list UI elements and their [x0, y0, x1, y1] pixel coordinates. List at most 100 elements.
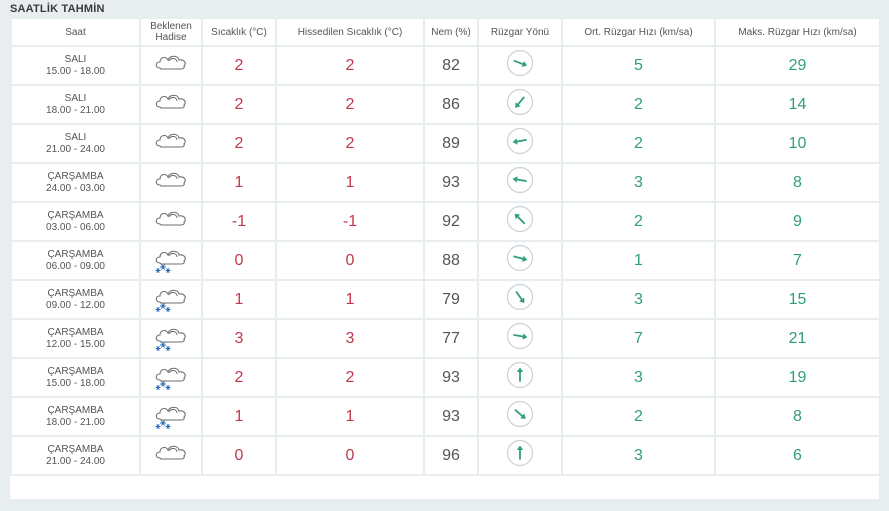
header-event: Beklenen Hadise — [139, 17, 203, 47]
header-wind-direction: Rüzgar Yönü — [477, 17, 563, 47]
temperature-cell: -1 — [201, 201, 277, 242]
max-wind-cell: 9 — [714, 201, 881, 242]
time-range: 15.00 - 18.00 — [46, 65, 105, 77]
max-wind-cell: 21 — [714, 318, 881, 359]
wind-direction-arrow-icon — [506, 361, 534, 389]
feels-like-cell: 2 — [275, 357, 425, 398]
avg-wind-cell: 2 — [561, 123, 716, 164]
snow-icon — [155, 328, 186, 351]
time-cell: ÇARŞAMBA 18.00 - 21.00 — [10, 396, 141, 437]
day-label: ÇARŞAMBA — [47, 209, 104, 221]
time-cell: SALI 15.00 - 18.00 — [10, 45, 141, 86]
temperature-cell: 1 — [201, 279, 277, 320]
humidity-cell: 89 — [423, 123, 479, 164]
wind-direction-arrow-icon — [506, 283, 534, 311]
avg-wind-cell: 1 — [561, 240, 716, 281]
wind-direction-cell — [477, 435, 563, 476]
table-row: ÇARŞAMBA 12.00 - 15.00 3 3 77 — [10, 318, 881, 359]
feels-like-cell: 0 — [275, 435, 425, 476]
wind-direction-cell — [477, 318, 563, 359]
humidity-cell: 96 — [423, 435, 479, 476]
max-wind-cell: 8 — [714, 396, 881, 437]
avg-wind-cell: 3 — [561, 279, 716, 320]
table-header-row: Saat Beklenen Hadise Sıcaklık (°C) Hisse… — [10, 17, 881, 47]
avg-wind-cell: 2 — [561, 84, 716, 125]
humidity-cell: 86 — [423, 84, 479, 125]
humidity-cell: 93 — [423, 162, 479, 203]
wind-direction-cell — [477, 240, 563, 281]
temperature-cell: 3 — [201, 318, 277, 359]
table-row: ÇARŞAMBA 21.00 - 24.00 0 0 96 3 6 — [10, 435, 881, 476]
event-cell — [139, 435, 203, 476]
humidity-cell: 88 — [423, 240, 479, 281]
wind-direction-cell — [477, 84, 563, 125]
max-wind-cell: 14 — [714, 84, 881, 125]
humidity-cell: 82 — [423, 45, 479, 86]
event-cell — [139, 396, 203, 437]
wind-direction-cell — [477, 396, 563, 437]
table-row: SALI 15.00 - 18.00 2 2 82 5 29 — [10, 45, 881, 86]
wind-direction-cell — [477, 123, 563, 164]
humidity-cell: 79 — [423, 279, 479, 320]
wind-direction-arrow-icon — [506, 322, 534, 350]
event-cell — [139, 162, 203, 203]
day-label: ÇARŞAMBA — [47, 287, 104, 299]
time-cell: SALI 21.00 - 24.00 — [10, 123, 141, 164]
cloudy-icon — [155, 211, 186, 226]
wind-direction-arrow-icon — [506, 205, 534, 233]
time-range: 09.00 - 12.00 — [46, 299, 105, 311]
max-wind-cell: 29 — [714, 45, 881, 86]
wind-direction-arrow-icon — [506, 127, 534, 155]
cloudy-icon — [155, 55, 186, 70]
max-wind-cell: 10 — [714, 123, 881, 164]
wind-direction-arrow-icon — [506, 400, 534, 428]
table-row: SALI 18.00 - 21.00 2 2 86 2 14 — [10, 84, 881, 125]
event-cell — [139, 357, 203, 398]
header-feels: Hissedilen Sıcaklık (°C) — [275, 17, 425, 47]
header-event-line-1: Beklenen — [150, 21, 192, 32]
wind-direction-cell — [477, 45, 563, 86]
feels-like-cell: 2 — [275, 84, 425, 125]
time-range: 18.00 - 21.00 — [46, 104, 105, 116]
time-cell: ÇARŞAMBA 03.00 - 06.00 — [10, 201, 141, 242]
feels-like-cell: 1 — [275, 162, 425, 203]
temperature-cell: 2 — [201, 357, 277, 398]
humidity-cell: 93 — [423, 396, 479, 437]
wind-direction-arrow-icon — [506, 88, 534, 116]
event-cell — [139, 201, 203, 242]
wind-direction-arrow-icon — [506, 166, 534, 194]
header-time: Saat — [10, 17, 141, 47]
wind-direction-arrow-icon — [506, 439, 534, 467]
snow-icon — [155, 406, 186, 429]
feels-like-cell: 0 — [275, 240, 425, 281]
temperature-cell: 1 — [201, 162, 277, 203]
time-range: 21.00 - 24.00 — [46, 143, 105, 155]
wind-direction-cell — [477, 279, 563, 320]
event-cell — [139, 45, 203, 86]
table-row: ÇARŞAMBA 09.00 - 12.00 1 1 79 — [10, 279, 881, 320]
section-title: SAATLİK TAHMİN — [10, 3, 105, 15]
snow-icon — [155, 367, 186, 390]
table-row: ÇARŞAMBA 18.00 - 21.00 1 1 93 — [10, 396, 881, 437]
time-range: 18.00 - 21.00 — [46, 416, 105, 428]
avg-wind-cell: 7 — [561, 318, 716, 359]
avg-wind-cell: 3 — [561, 357, 716, 398]
time-range: 21.00 - 24.00 — [46, 455, 105, 467]
time-range: 12.00 - 15.00 — [46, 338, 105, 350]
day-label: ÇARŞAMBA — [47, 248, 104, 260]
humidity-cell: 93 — [423, 357, 479, 398]
max-wind-cell: 8 — [714, 162, 881, 203]
day-label: ÇARŞAMBA — [47, 365, 104, 377]
avg-wind-cell: 2 — [561, 396, 716, 437]
header-max-wind: Maks. Rüzgar Hızı (km/sa) — [714, 17, 881, 47]
table-row: ÇARŞAMBA 24.00 - 03.00 1 1 93 3 8 — [10, 162, 881, 203]
wind-direction-cell — [477, 357, 563, 398]
feels-like-cell: 1 — [275, 396, 425, 437]
time-cell: ÇARŞAMBA 15.00 - 18.00 — [10, 357, 141, 398]
feels-like-cell: 1 — [275, 279, 425, 320]
temperature-cell: 0 — [201, 435, 277, 476]
day-label: SALI — [64, 131, 87, 143]
time-cell: ÇARŞAMBA 24.00 - 03.00 — [10, 162, 141, 203]
temperature-cell: 0 — [201, 240, 277, 281]
event-cell — [139, 84, 203, 125]
